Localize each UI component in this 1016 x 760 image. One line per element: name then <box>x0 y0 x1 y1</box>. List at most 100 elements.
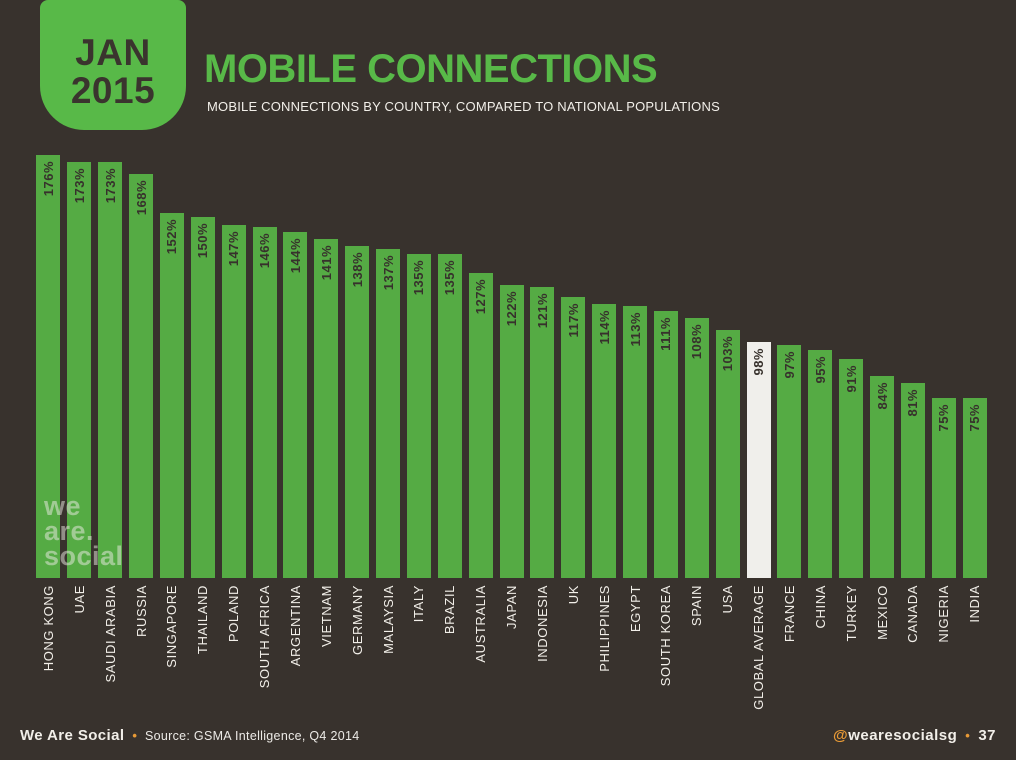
bar-category-label: GERMANY <box>349 585 365 655</box>
bar-area: 108% <box>681 155 712 578</box>
category-label-area: INDONESIA <box>527 578 558 708</box>
date-badge: JAN 2015 <box>40 0 186 130</box>
bar-value-label: 103% <box>720 336 736 372</box>
bar-category-label: SPAIN <box>689 585 705 627</box>
bar-area: 141% <box>311 155 342 578</box>
chart-column-uae: 173% UAE <box>64 155 95 708</box>
bar-category-label: UK <box>565 585 581 605</box>
category-label-area: POLAND <box>218 578 249 708</box>
chart-column-egypt: 113% EGYPT <box>620 155 651 708</box>
bar-category-label: INDIA <box>967 585 983 623</box>
bar-category-label: AUSTRALIA <box>473 585 489 663</box>
bar-area: 146% <box>249 155 280 578</box>
bar-category-label: PHILIPPINES <box>596 585 612 672</box>
bar-category-label: TURKEY <box>843 585 859 642</box>
bar-japan: 122% <box>499 285 524 578</box>
category-label-area: UAE <box>64 578 95 708</box>
bar-category-label: MEXICO <box>874 585 890 640</box>
bar-south-africa: 146% <box>252 227 277 578</box>
bar-singapore: 152% <box>159 213 184 578</box>
category-label-area: UK <box>558 578 589 708</box>
bar-vietnam: 141% <box>314 239 339 578</box>
category-label-area: SOUTH KOREA <box>651 578 682 708</box>
bar-value-label: 173% <box>102 168 118 204</box>
bar-philippines: 114% <box>592 304 617 578</box>
category-label-area: ITALY <box>404 578 435 708</box>
bar-category-label: RUSSIA <box>133 585 149 638</box>
chart-column-singapore: 152% SINGAPORE <box>157 155 188 708</box>
bar-area: 81% <box>898 155 929 578</box>
bar-category-label: SINGAPORE <box>164 585 180 668</box>
bar-value-label: 97% <box>781 351 797 379</box>
bar-south-korea: 111% <box>653 311 678 578</box>
bar-value-label: 146% <box>257 233 273 269</box>
category-label-area: HONG KONG <box>33 578 64 708</box>
bar-india: 75% <box>962 398 987 578</box>
category-label-area: SINGAPORE <box>157 578 188 708</box>
bar-value-label: 147% <box>226 231 242 267</box>
bar-value-label: 75% <box>967 404 983 432</box>
footer-right: @ wearesocialsg • 37 <box>833 727 996 744</box>
chart-column-hong-kong: 176% HONG KONG <box>33 155 64 708</box>
bar-chart: 176% HONG KONG 173% UAE 173% SAUDI ARABIA 168%… <box>33 155 990 710</box>
bar-global-average: 98% <box>746 342 771 578</box>
chart-column-japan: 122% JAPAN <box>496 155 527 708</box>
bar-russia: 168% <box>129 174 154 578</box>
watermark-line: social <box>44 541 124 571</box>
bar-category-label: ARGENTINA <box>287 585 303 667</box>
bar-category-label: INDONESIA <box>534 585 550 662</box>
bar-area: 137% <box>373 155 404 578</box>
bar-area: 117% <box>558 155 589 578</box>
bar-area: 173% <box>95 155 126 578</box>
bar-nigeria: 75% <box>931 398 956 578</box>
bar-value-label: 122% <box>504 291 520 327</box>
bar-value-label: 141% <box>318 245 334 281</box>
bar-area: 75% <box>928 155 959 578</box>
chart-column-nigeria: 75% NIGERIA <box>928 155 959 708</box>
bar-category-label: MALAYSIA <box>380 585 396 654</box>
bar-category-label: SAUDI ARABIA <box>102 585 118 683</box>
bar-value-label: 91% <box>843 365 859 393</box>
chart-column-australia: 127% AUSTRALIA <box>465 155 496 708</box>
bar-argentina: 144% <box>283 232 308 578</box>
chart-column-italy: 135% ITALY <box>404 155 435 708</box>
chart-column-india: 75% INDIA <box>959 155 990 708</box>
category-label-area: ARGENTINA <box>280 578 311 708</box>
category-label-area: MALAYSIA <box>373 578 404 708</box>
bar-value-label: 127% <box>473 279 489 315</box>
bar-area: 173% <box>64 155 95 578</box>
bar-category-label: JAPAN <box>504 585 520 629</box>
bar-germany: 138% <box>345 246 370 578</box>
bar-area: 84% <box>867 155 898 578</box>
chart-column-usa: 103% USA <box>712 155 743 708</box>
category-label-area: MEXICO <box>867 578 898 708</box>
category-label-area: VIETNAM <box>311 578 342 708</box>
category-label-area: USA <box>712 578 743 708</box>
category-label-area: GLOBAL AVERAGE <box>743 578 774 710</box>
bar-indonesia: 121% <box>530 287 555 578</box>
page-title: MOBILE CONNECTIONS <box>204 47 658 91</box>
category-label-area: RUSSIA <box>126 578 157 708</box>
chart-column-philippines: 114% PHILIPPINES <box>589 155 620 708</box>
bar-value-label: 121% <box>534 293 550 329</box>
brand-name: We Are Social <box>20 727 125 744</box>
bar-area: 135% <box>434 155 465 578</box>
chart-column-global-average: 98% GLOBAL AVERAGE <box>743 155 774 710</box>
chart-column-indonesia: 121% INDONESIA <box>527 155 558 708</box>
watermark-line: are. <box>44 516 95 546</box>
date-badge-year: 2015 <box>70 70 156 111</box>
bar-area: 121% <box>527 155 558 578</box>
bar-category-label: GLOBAL AVERAGE <box>751 585 767 710</box>
chart-column-spain: 108% SPAIN <box>681 155 712 708</box>
bar-usa: 103% <box>715 330 740 578</box>
bar-egypt: 113% <box>623 306 648 578</box>
chart-columns: 176% HONG KONG 173% UAE 173% SAUDI ARABIA 168%… <box>33 155 990 710</box>
category-label-area: NIGERIA <box>928 578 959 708</box>
bar-value-label: 152% <box>164 219 180 255</box>
bar-category-label: UAE <box>71 585 87 614</box>
bar-area: 135% <box>404 155 435 578</box>
chart-column-mexico: 84% MEXICO <box>867 155 898 708</box>
category-label-area: AUSTRALIA <box>465 578 496 708</box>
bar-australia: 127% <box>468 273 493 578</box>
bar-china: 95% <box>808 350 833 578</box>
